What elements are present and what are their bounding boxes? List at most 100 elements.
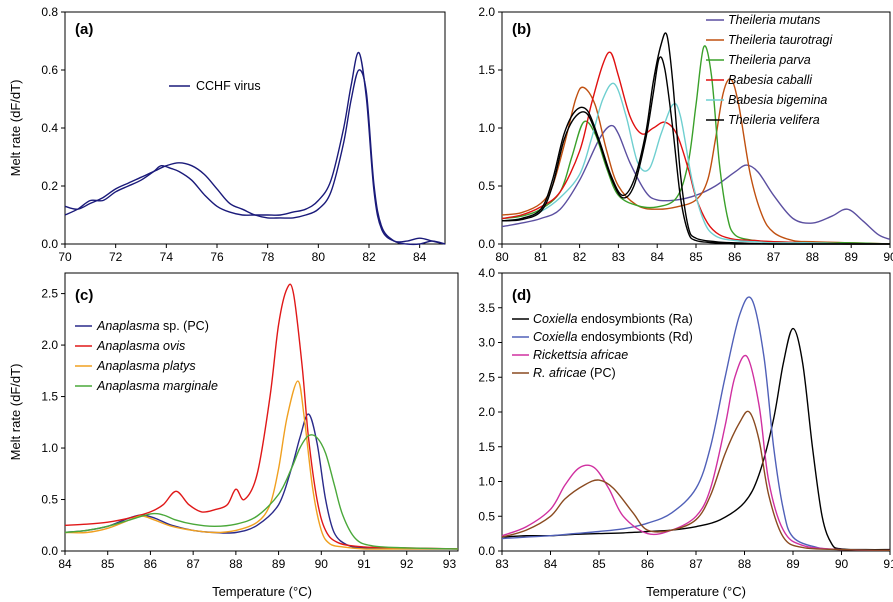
axes: 83 84 85 86 87 88 89 90 91 0.0 0.5 1.0 1.5 2.0 2.5 3.0 3… bbox=[478, 266, 893, 571]
axes: 84 85 86 87 88 89 90 91 92 93 0.0 0.5 1.0 1.5 2.0 2.5 bbox=[41, 287, 456, 571]
x-tick-label: 72 bbox=[109, 250, 123, 264]
x-tick-label: 86 bbox=[728, 250, 742, 264]
x-axis-label: Temperature (°C) bbox=[212, 584, 312, 599]
x-tick-label: 88 bbox=[229, 557, 243, 571]
x-tick-label: 74 bbox=[160, 250, 174, 264]
x-tick-label: 93 bbox=[443, 557, 457, 571]
panel-a: 70 72 74 76 78 80 82 84 0.0 0.2 0.4 0.6 0.8 (a) CCHF… bbox=[41, 5, 446, 264]
legend: Anaplasma sp. (PC) Anaplasma ovis Anapla… bbox=[75, 319, 218, 393]
series-line bbox=[64, 51, 446, 245]
x-tick-label: 86 bbox=[144, 557, 158, 571]
x-tick-label: 78 bbox=[261, 250, 275, 264]
x-tick-label: 84 bbox=[413, 250, 427, 264]
y-tick-label: 0.5 bbox=[478, 179, 495, 193]
legend-entry: Babesia bigemina bbox=[728, 93, 827, 107]
y-tick-label: 3.0 bbox=[478, 336, 495, 350]
series-line bbox=[64, 413, 459, 550]
x-tick-label: 91 bbox=[357, 557, 371, 571]
series-line bbox=[501, 51, 891, 245]
series-line bbox=[501, 82, 891, 245]
y-tick-label: 2.5 bbox=[478, 370, 495, 384]
x-tick-label: 85 bbox=[689, 250, 703, 264]
legend-entry: Coxiella endosymbionts (Rd) bbox=[533, 330, 693, 344]
x-tick-label: 88 bbox=[738, 557, 752, 571]
x-tick-label: 81 bbox=[534, 250, 548, 264]
panel-label: (c) bbox=[75, 287, 93, 304]
y-tick-label: 2.0 bbox=[478, 405, 495, 419]
y-tick-label: 2.0 bbox=[41, 338, 58, 352]
x-tick-label: 88 bbox=[806, 250, 820, 264]
x-tick-label: 80 bbox=[495, 250, 509, 264]
x-tick-label: 82 bbox=[362, 250, 376, 264]
x-tick-label: 85 bbox=[592, 557, 606, 571]
series-line bbox=[501, 327, 891, 551]
y-tick-label: 0.0 bbox=[41, 544, 58, 558]
series-line bbox=[501, 45, 891, 245]
series-line bbox=[501, 296, 891, 551]
x-tick-label: 86 bbox=[641, 557, 655, 571]
panel-label: (b) bbox=[512, 21, 531, 38]
series-line bbox=[501, 410, 891, 551]
x-tick-label: 89 bbox=[845, 250, 859, 264]
series-line bbox=[64, 283, 459, 550]
y-tick-label: 0.4 bbox=[41, 121, 58, 135]
x-tick-label: 90 bbox=[883, 250, 893, 264]
y-tick-label: 0.0 bbox=[41, 237, 58, 251]
y-tick-label: 0.5 bbox=[478, 509, 495, 523]
x-tick-label: 84 bbox=[651, 250, 665, 264]
x-tick-label: 82 bbox=[573, 250, 587, 264]
series-line bbox=[501, 124, 891, 241]
panel-c: 84 85 86 87 88 89 90 91 92 93 0.0 0.5 1.0 1.5 2.0 2.5 (… bbox=[41, 272, 459, 571]
series-line bbox=[64, 434, 459, 550]
legend: CCHF virus bbox=[169, 79, 261, 93]
legend-entry: CCHF virus bbox=[196, 79, 261, 93]
y-tick-label: 1.0 bbox=[478, 475, 495, 489]
legend-entry: Theileria velifera bbox=[728, 113, 820, 127]
x-tick-label: 80 bbox=[312, 250, 326, 264]
legend-entry: Anaplasma marginale bbox=[96, 379, 218, 393]
x-tick-label: 87 bbox=[767, 250, 781, 264]
y-tick-label: 1.5 bbox=[478, 63, 495, 77]
y-tick-label: 3.5 bbox=[478, 301, 495, 315]
x-tick-label: 90 bbox=[835, 557, 849, 571]
y-tick-label: 0.2 bbox=[41, 179, 58, 193]
x-tick-label: 92 bbox=[400, 557, 414, 571]
legend: Coxiella endosymbionts (Ra) Coxiella end… bbox=[512, 312, 693, 380]
panel-label: (a) bbox=[75, 21, 93, 38]
series-lines bbox=[501, 296, 891, 551]
legend: Theileria mutans Theileria taurotragi Th… bbox=[706, 13, 833, 127]
y-tick-label: 0.0 bbox=[478, 237, 495, 251]
y-tick-label: 2.5 bbox=[41, 287, 58, 301]
x-tick-label: 70 bbox=[58, 250, 72, 264]
legend-entry: Babesia caballi bbox=[728, 73, 813, 87]
series-line bbox=[64, 69, 446, 246]
y-tick-label: 2.0 bbox=[478, 5, 495, 19]
series-line bbox=[501, 78, 891, 245]
x-axis-label: Temperature (°C) bbox=[646, 584, 746, 599]
panel-d: 83 84 85 86 87 88 89 90 91 0.0 0.5 1.0 1.5 2.0 2.5 3.0 3… bbox=[478, 266, 893, 571]
legend-entry: Coxiella endosymbionts (Ra) bbox=[533, 312, 693, 326]
series-line bbox=[501, 354, 891, 551]
y-axis-label: Melt rate (dF/dT) bbox=[8, 80, 23, 177]
x-tick-label: 84 bbox=[544, 557, 558, 571]
axes: 80 81 82 83 84 85 86 87 88 89 90 0.0 0.5 1.0 1.5 2.0 bbox=[478, 5, 893, 264]
y-tick-label: 0.0 bbox=[478, 544, 495, 558]
axes: 70 72 74 76 78 80 82 84 0.0 0.2 0.4 0.6 0.8 bbox=[41, 5, 426, 264]
series-lines bbox=[64, 283, 459, 550]
y-tick-label: 0.6 bbox=[41, 63, 58, 77]
panel-b: 80 81 82 83 84 85 86 87 88 89 90 0.0 0.5 1.0 1.5 2.0 (b… bbox=[478, 5, 893, 264]
x-tick-label: 76 bbox=[210, 250, 224, 264]
panel-label: (d) bbox=[512, 287, 531, 304]
x-tick-label: 91 bbox=[883, 557, 893, 571]
x-tick-label: 90 bbox=[315, 557, 329, 571]
y-tick-label: 0.8 bbox=[41, 5, 58, 19]
series-line bbox=[501, 56, 890, 245]
legend-entry: Theileria taurotragi bbox=[728, 33, 833, 47]
legend-entry: Rickettsia africae bbox=[533, 348, 628, 362]
series-line bbox=[501, 32, 890, 245]
x-tick-label: 84 bbox=[58, 557, 72, 571]
y-axis-label: Melt rate (dF/dT) bbox=[8, 364, 23, 461]
series-lines bbox=[64, 51, 446, 246]
y-tick-label: 0.5 bbox=[41, 493, 58, 507]
